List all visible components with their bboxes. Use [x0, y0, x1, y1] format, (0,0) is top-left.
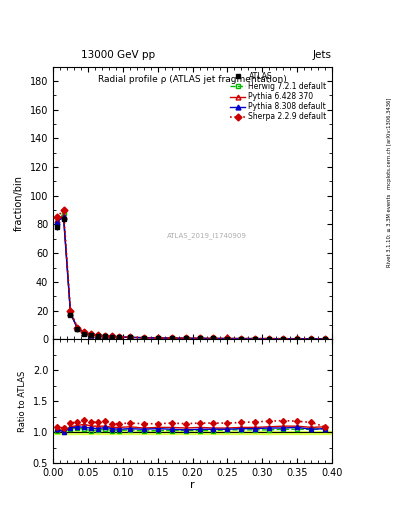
Text: ATLAS_2019_I1740909: ATLAS_2019_I1740909 — [167, 232, 246, 239]
Text: Rivet 3.1.10; ≥ 3.3M events: Rivet 3.1.10; ≥ 3.3M events — [387, 194, 392, 267]
Text: Jets: Jets — [312, 50, 331, 60]
Y-axis label: Ratio to ATLAS: Ratio to ATLAS — [18, 371, 27, 432]
Y-axis label: fraction/bin: fraction/bin — [14, 175, 24, 231]
Text: mcplots.cern.ch [arXiv:1306.3436]: mcplots.cern.ch [arXiv:1306.3436] — [387, 98, 392, 189]
Text: Radial profile ρ (ATLAS jet fragmentation): Radial profile ρ (ATLAS jet fragmentatio… — [98, 75, 287, 84]
Legend: ATLAS, Herwig 7.2.1 default, Pythia 6.428 370, Pythia 8.308 default, Sherpa 2.2.: ATLAS, Herwig 7.2.1 default, Pythia 6.42… — [229, 70, 328, 123]
Text: 13000 GeV pp: 13000 GeV pp — [81, 50, 155, 60]
X-axis label: r: r — [190, 480, 195, 489]
